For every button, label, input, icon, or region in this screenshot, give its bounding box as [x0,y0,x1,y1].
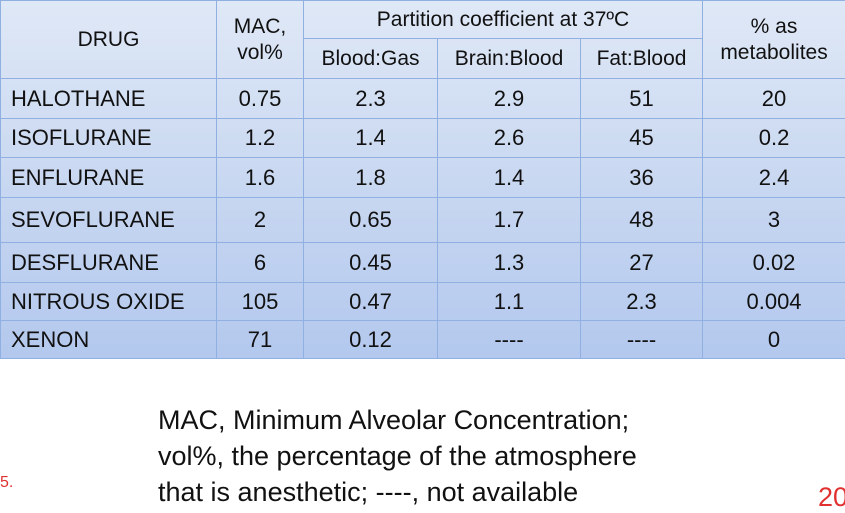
table-cell: 0.45 [304,243,438,283]
table-cell: 3 [703,198,845,243]
header-subcolumn: Fat:Blood [581,39,703,79]
table-cell: 1.7 [438,198,581,243]
table-cell: 2.9 [438,79,581,119]
table-cell: 0.75 [217,79,304,119]
drug-name: HALOTHANE [1,79,217,119]
table-cell: 20 [703,79,845,119]
footnote-line: vol%, the percentage of the atmosphere [158,438,637,474]
table-cell: 45 [581,119,703,158]
drug-name: DESFLURANE [1,243,217,283]
table-cell: 27 [581,243,703,283]
footnote-line: that is anesthetic; ----, not available [158,474,637,510]
table-cell: 0.12 [304,321,438,359]
table-cell: 1.6 [217,158,304,198]
header-subcolumn: Blood:Gas [304,39,438,79]
drug-name: SEVOFLURANE [1,198,217,243]
page-mark: 5. [0,474,13,492]
drug-table: DRUG MAC, vol% Partition coefficient at … [0,0,845,359]
table-cell: 1.4 [438,158,581,198]
table-cell: 105 [217,283,304,321]
table-cell: 2.3 [581,283,703,321]
header-line: % as [703,14,845,40]
header-subcolumn: Brain:Blood [438,39,581,79]
table-cell: 2.6 [438,119,581,158]
header-line: vol% [217,40,303,66]
footnote: MAC, Minimum Alveolar Concentration; vol… [158,402,637,510]
header-partition: Partition coefficient at 37ºC [304,1,703,39]
header-metabolites: % as metabolites [703,1,845,79]
table-cell: 1.2 [217,119,304,158]
table-cell: 0 [703,321,845,359]
table-cell: 0.2 [703,119,845,158]
table-cell: 0.004 [703,283,845,321]
table-cell: 0.47 [304,283,438,321]
table-cell: 1.8 [304,158,438,198]
header-line: MAC, [217,14,303,40]
drug-name: ISOFLURANE [1,119,217,158]
header-drug: DRUG [1,1,217,79]
table-cell: 6 [217,243,304,283]
table-cell: 71 [217,321,304,359]
header-line: metabolites [703,40,845,66]
header-mac: MAC, vol% [217,1,304,79]
drug-name: NITROUS OXIDE [1,283,217,321]
table-cell: 2.4 [703,158,845,198]
table-cell: 0.02 [703,243,845,283]
footnote-line: MAC, Minimum Alveolar Concentration; [158,402,637,438]
table-cell: 51 [581,79,703,119]
table-cell: 2 [217,198,304,243]
table-cell: 1.3 [438,243,581,283]
table-cell: 0.65 [304,198,438,243]
page-mark: 20 [818,482,845,513]
drug-name: XENON [1,321,217,359]
table-cell: 1.4 [304,119,438,158]
table-cell: ---- [438,321,581,359]
table-cell: ---- [581,321,703,359]
table-cell: 2.3 [304,79,438,119]
table-cell: 1.1 [438,283,581,321]
drug-name: ENFLURANE [1,158,217,198]
table-cell: 36 [581,158,703,198]
table-cell: 48 [581,198,703,243]
